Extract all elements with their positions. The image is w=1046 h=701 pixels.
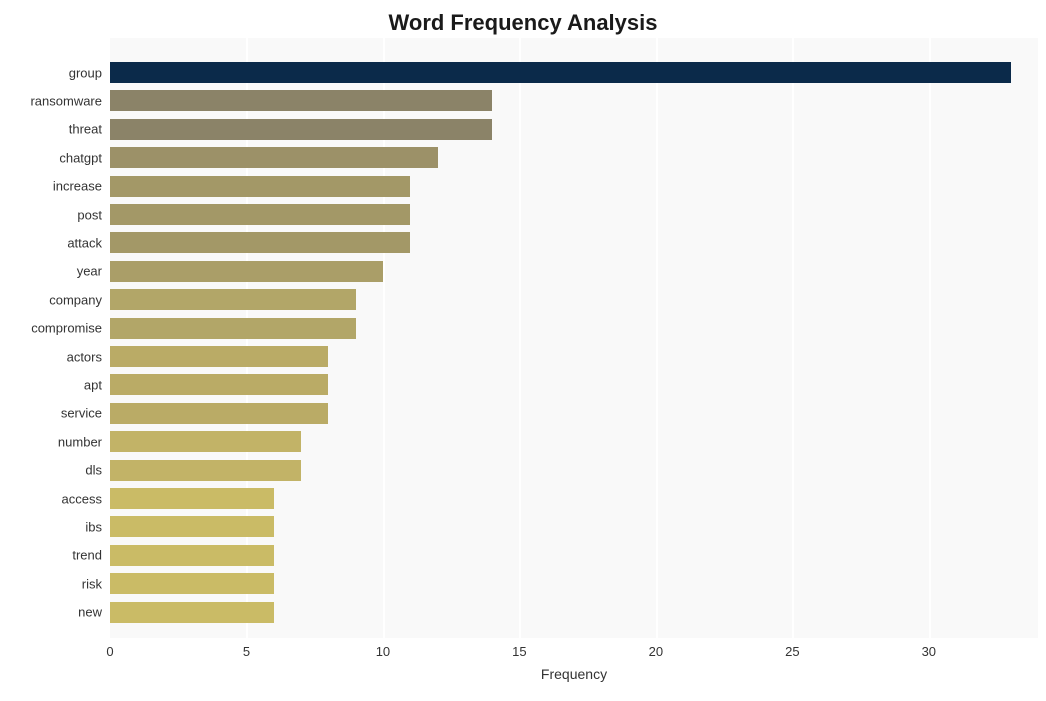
bar (110, 346, 328, 367)
bar (110, 232, 410, 253)
y-tick-label: year (77, 264, 102, 279)
y-tick-label: group (69, 65, 102, 80)
y-tick-label: apt (84, 377, 102, 392)
x-tick-label: 5 (243, 644, 250, 659)
gridline (656, 38, 658, 638)
y-tick-label: chatgpt (59, 150, 102, 165)
x-tick-label: 30 (922, 644, 936, 659)
x-tick-label: 20 (649, 644, 663, 659)
chart-title: Word Frequency Analysis (0, 10, 1046, 36)
y-tick-label: risk (82, 576, 102, 591)
x-tick-label: 25 (785, 644, 799, 659)
bar (110, 318, 356, 339)
y-tick-label: trend (72, 548, 102, 563)
bar (110, 289, 356, 310)
y-tick-label: attack (67, 235, 102, 250)
y-tick-label: compromise (31, 321, 102, 336)
word-frequency-chart: Word Frequency Analysis group ransomware t… (0, 0, 1046, 701)
y-tick-label: service (61, 406, 102, 421)
plot-area (110, 38, 1038, 638)
bar (110, 176, 410, 197)
bar (110, 147, 438, 168)
y-tick-label: ibs (85, 519, 102, 534)
y-tick-label: number (58, 434, 102, 449)
bar (110, 488, 274, 509)
y-tick-label: ransomware (30, 93, 102, 108)
bar (110, 204, 410, 225)
bar (110, 261, 383, 282)
bar (110, 516, 274, 537)
bar (110, 374, 328, 395)
y-tick-label: access (62, 491, 102, 506)
gridline (929, 38, 931, 638)
bar (110, 573, 274, 594)
bar (110, 431, 301, 452)
y-tick-label: threat (69, 122, 102, 137)
y-tick-label: dls (85, 463, 102, 478)
gridline (519, 38, 521, 638)
y-tick-label: company (49, 292, 102, 307)
x-axis-title: Frequency (541, 666, 607, 682)
y-tick-label: new (78, 605, 102, 620)
x-tick-label: 10 (376, 644, 390, 659)
bar (110, 62, 1011, 83)
bar (110, 119, 492, 140)
bar (110, 460, 301, 481)
bar (110, 90, 492, 111)
bar (110, 602, 274, 623)
y-tick-label: post (77, 207, 102, 222)
bar (110, 403, 328, 424)
x-tick-label: 0 (106, 644, 113, 659)
x-tick-label: 15 (512, 644, 526, 659)
gridline (792, 38, 794, 638)
y-tick-label: increase (53, 179, 102, 194)
bar (110, 545, 274, 566)
y-axis-labels: group ransomware threat chatgpt increase post… (0, 38, 102, 638)
y-tick-label: actors (67, 349, 102, 364)
